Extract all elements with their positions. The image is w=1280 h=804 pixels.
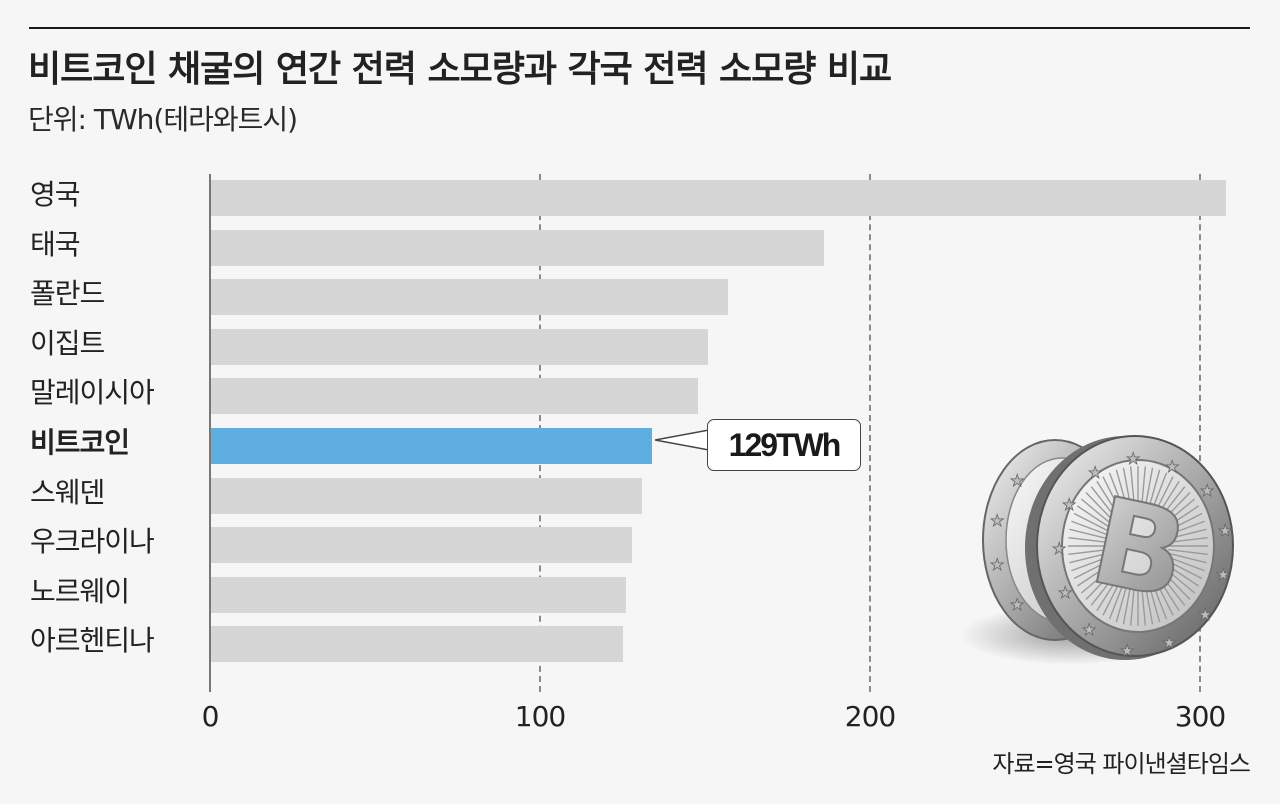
category-label: 말레이시아 [30, 376, 155, 410]
svg-text:★: ★ [1165, 457, 1179, 476]
x-tick-label: 100 [514, 700, 566, 733]
bar [211, 527, 633, 564]
category-label: 우크라이나 [30, 525, 155, 559]
callout-label: 129TWh [728, 426, 842, 463]
gridline-300 [1199, 174, 1201, 692]
svg-text:★: ★ [990, 511, 1004, 530]
data-source: 자료=영국 파이낸셜타임스 [992, 750, 1251, 778]
svg-text:★: ★ [1198, 605, 1212, 624]
svg-text:★: ★ [1052, 539, 1066, 558]
x-tick-label: 0 [201, 700, 220, 733]
bar [211, 279, 729, 316]
bar [211, 378, 699, 415]
category-label: 영국 [30, 178, 81, 211]
category-label: 폴란드 [30, 277, 105, 311]
bar-highlight [211, 428, 653, 464]
category-label: 태국 [30, 227, 81, 261]
bar [211, 576, 626, 613]
svg-text:★: ★ [1010, 595, 1024, 614]
category-label: 스웨덴 [30, 475, 105, 509]
bar [211, 328, 709, 365]
svg-text:★: ★ [1162, 633, 1176, 652]
bitcoin-coins-icon: B ★ ★★ ★★★ ★★★ ★★★ ★ ★★★★ [960, 435, 1234, 665]
chart-subtitle-unit: 단위: TWh(테라와트시) [28, 103, 298, 136]
category-label: 비트코인 [30, 426, 130, 459]
category-label: 아르헨티나 [30, 624, 155, 658]
y-axis-line [209, 174, 211, 692]
svg-text:★: ★ [1126, 449, 1140, 468]
category-label: 이집트 [30, 326, 105, 360]
svg-text:★: ★ [1218, 521, 1232, 540]
svg-text:★: ★ [1120, 641, 1134, 660]
x-tick-label: 200 [844, 700, 896, 733]
svg-text:★: ★ [1082, 620, 1096, 639]
svg-text:★: ★ [1216, 565, 1230, 584]
svg-text:★: ★ [990, 555, 1004, 574]
bar [211, 626, 623, 663]
bar [211, 229, 824, 266]
bar [211, 477, 643, 514]
bar [211, 180, 1227, 216]
callout-pointer-icon [655, 429, 710, 451]
value-callout: 129TWh [707, 419, 861, 471]
top-rule [29, 27, 1250, 29]
gridline-200 [869, 174, 871, 692]
svg-text:★: ★ [1062, 495, 1076, 514]
chart-title: 비트코인 채굴의 연간 전력 소모량과 각국 전력 소모량 비교 [28, 49, 892, 90]
category-label: 노르웨이 [30, 574, 130, 608]
x-tick-label: 300 [1174, 700, 1226, 733]
svg-text:★: ★ [1058, 583, 1072, 602]
svg-text:★: ★ [1200, 481, 1214, 500]
svg-text:★: ★ [1088, 463, 1102, 482]
svg-text:★: ★ [1010, 471, 1024, 490]
